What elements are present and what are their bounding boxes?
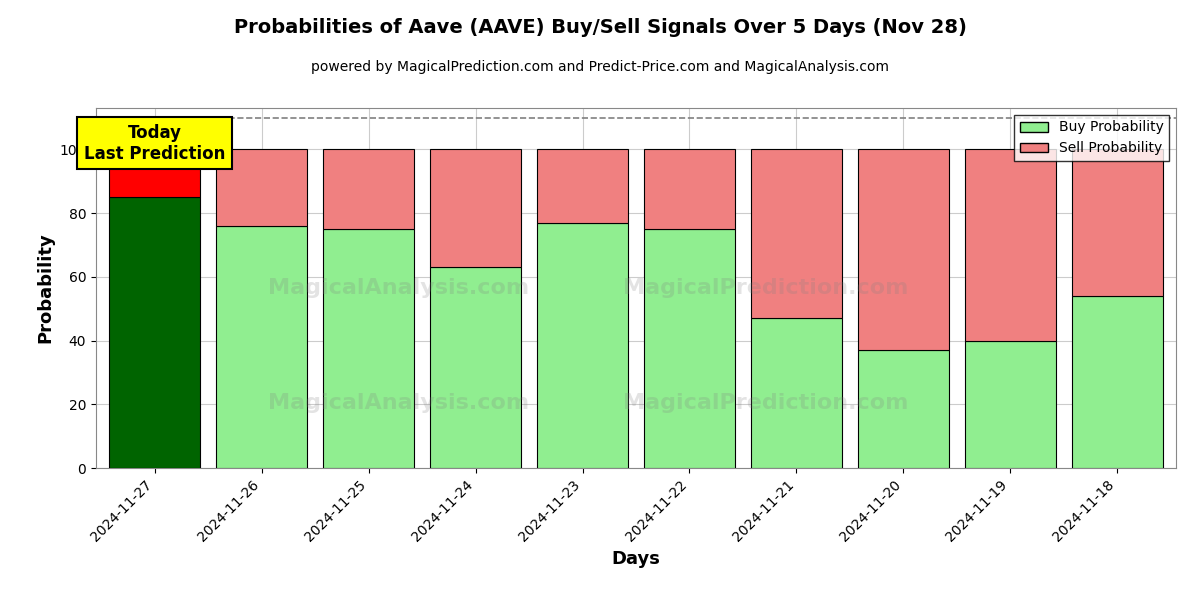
Text: MagicalPrediction.com: MagicalPrediction.com xyxy=(623,393,908,413)
Bar xyxy=(323,149,414,229)
Bar xyxy=(216,226,307,468)
Bar xyxy=(1072,149,1163,296)
Bar xyxy=(430,149,521,267)
Text: Probabilities of Aave (AAVE) Buy/Sell Signals Over 5 Days (Nov 28): Probabilities of Aave (AAVE) Buy/Sell Si… xyxy=(234,18,966,37)
Text: MagicalPrediction.com: MagicalPrediction.com xyxy=(623,278,908,298)
Text: Today
Last Prediction: Today Last Prediction xyxy=(84,124,226,163)
Bar xyxy=(323,229,414,468)
Bar xyxy=(751,318,842,468)
Bar xyxy=(965,341,1056,468)
Text: powered by MagicalPrediction.com and Predict-Price.com and MagicalAnalysis.com: powered by MagicalPrediction.com and Pre… xyxy=(311,60,889,74)
Bar xyxy=(538,223,628,468)
Bar xyxy=(858,149,949,350)
Bar xyxy=(644,149,734,229)
X-axis label: Days: Days xyxy=(612,550,660,568)
Bar xyxy=(1072,296,1163,468)
Bar xyxy=(216,149,307,226)
Bar xyxy=(109,197,200,468)
Y-axis label: Probability: Probability xyxy=(36,233,54,343)
Bar xyxy=(430,267,521,468)
Bar xyxy=(965,149,1056,341)
Bar xyxy=(644,229,734,468)
Text: MagicalAnalysis.com: MagicalAnalysis.com xyxy=(268,278,529,298)
Legend: Buy Probability, Sell Probability: Buy Probability, Sell Probability xyxy=(1014,115,1169,161)
Bar xyxy=(751,149,842,318)
Bar xyxy=(858,350,949,468)
Bar xyxy=(538,149,628,223)
Bar xyxy=(109,149,200,197)
Text: MagicalAnalysis.com: MagicalAnalysis.com xyxy=(268,393,529,413)
